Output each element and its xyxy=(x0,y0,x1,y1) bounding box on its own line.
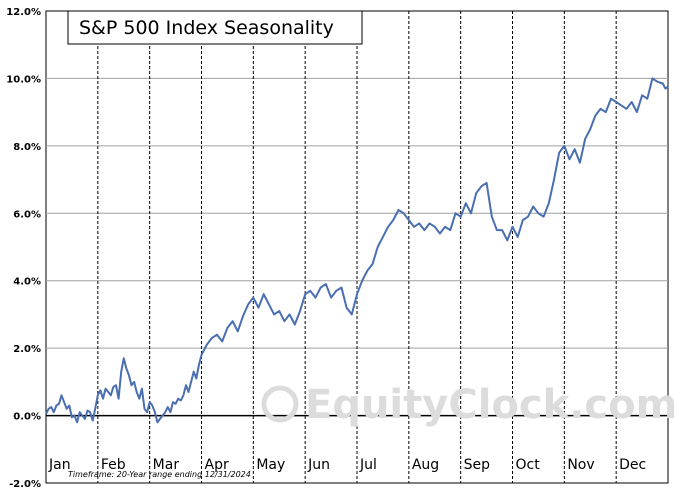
y-tick-label: 10.0% xyxy=(6,74,41,85)
y-tick-label: 8.0% xyxy=(13,142,41,153)
y-tick-label: 6.0% xyxy=(13,209,41,220)
timeframe-note: Timeframe: 20-Year range ending 12/31/20… xyxy=(68,470,251,479)
x-tick-label: Oct xyxy=(516,457,541,473)
x-tick-label: May xyxy=(256,457,285,473)
seasonality-line xyxy=(45,77,669,424)
x-tick-label: Feb xyxy=(101,457,126,473)
y-tick-label: 2.0% xyxy=(13,344,41,355)
watermark-text: EquityClock.com xyxy=(305,382,675,428)
x-tick-label: Nov xyxy=(567,457,594,473)
y-tick-label: 4.0% xyxy=(13,277,41,288)
chart-title-box xyxy=(67,10,363,45)
x-tick-label: Apr xyxy=(205,457,229,473)
y-tick-label: 12.0% xyxy=(6,7,41,18)
x-tick-label: Aug xyxy=(412,457,439,473)
y-tick-label: -2.0% xyxy=(9,479,41,490)
x-tick-label: Dec xyxy=(619,457,646,473)
x-tick-label: Jan xyxy=(48,457,71,473)
watermark-logo-icon xyxy=(261,385,299,423)
x-tick-label: Sep xyxy=(464,457,491,473)
y-tick-label: 0.0% xyxy=(13,412,41,423)
x-tick-label: Mar xyxy=(153,457,180,473)
x-tick-label: Jun xyxy=(307,457,330,473)
x-tick-label: Jul xyxy=(359,457,377,473)
chart-title: S&P 500 Index Seasonality xyxy=(79,17,334,39)
